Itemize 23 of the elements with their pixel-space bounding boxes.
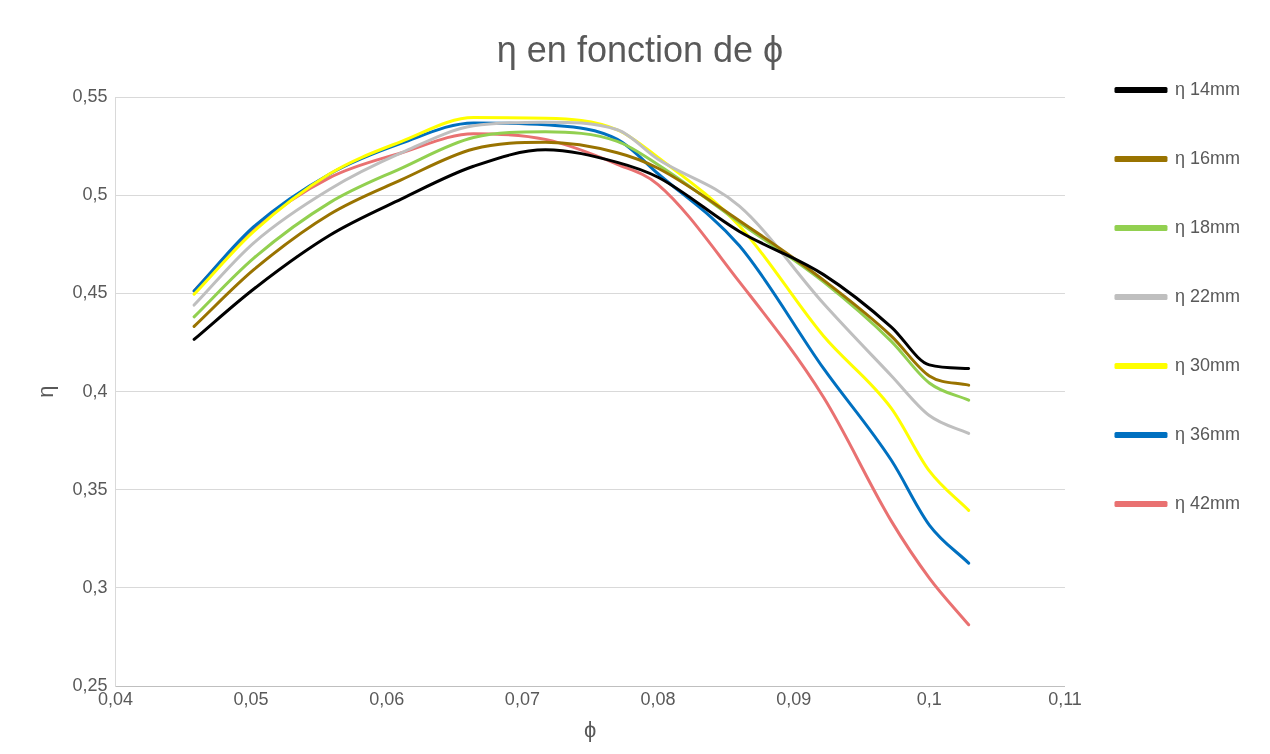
- chart-title: η en fonction de ϕ: [496, 28, 784, 70]
- legend-label: η 18mm: [1174, 216, 1241, 237]
- x-tick-label: 0,05: [233, 688, 269, 709]
- legend-label: η 36mm: [1174, 423, 1241, 444]
- x-tick-label: 0,06: [369, 688, 405, 709]
- legend-label: η 14mm: [1174, 78, 1241, 99]
- y-tick-label: 0,55: [72, 86, 108, 107]
- y-tick-label: 0,45: [72, 282, 108, 303]
- x-tick-label: 0,08: [640, 688, 676, 709]
- y-tick-label: 0,35: [72, 478, 108, 499]
- x-tick-label: 0,11: [1048, 688, 1082, 709]
- x-tick-label: 0,07: [504, 688, 540, 709]
- y-tick-label: 0,3: [82, 576, 108, 597]
- x-tick-label: 0,1: [916, 688, 942, 709]
- legend-label: η 16mm: [1174, 147, 1241, 168]
- y-tick-label: 0,4: [82, 380, 108, 401]
- legend-label: η 30mm: [1174, 354, 1241, 375]
- x-tick-label: 0,09: [776, 688, 812, 709]
- x-axis-title: ϕ: [584, 716, 597, 742]
- y-tick-label: 0,5: [82, 184, 108, 205]
- legend-label: η 22mm: [1174, 285, 1241, 306]
- y-axis-title: η: [33, 385, 59, 398]
- legend-label: η 42mm: [1174, 492, 1241, 513]
